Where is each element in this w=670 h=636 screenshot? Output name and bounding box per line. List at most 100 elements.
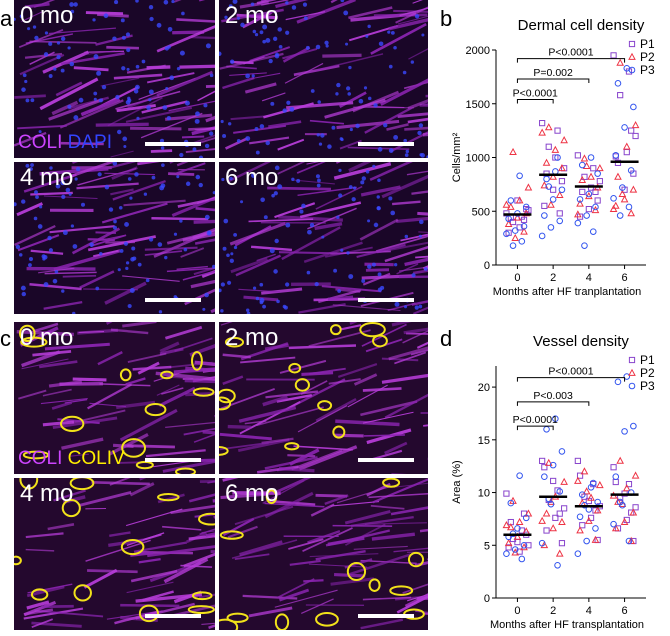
data-point [510,243,516,249]
data-point [517,173,523,179]
data-point [597,165,603,171]
data-point [624,150,629,155]
data-point [629,128,634,133]
significance-bracket [517,99,553,103]
x-axis-label: Months after HF tranplantation [493,286,642,298]
series-P3 [504,374,637,568]
y-tick-label: 2000 [466,45,490,57]
chart-title: Dermal cell density [518,17,645,34]
data-point [559,519,565,525]
chart-title: Vessel density [533,333,629,350]
data-point [580,189,585,194]
data-point [559,541,564,546]
data-point [611,465,616,470]
data-point [595,198,600,203]
data-point [546,124,552,130]
data-point [510,149,516,155]
data-point [544,176,550,182]
data-point [557,218,563,224]
data-point [615,379,621,385]
y-axis-label: Area (%) [451,460,463,503]
micrograph-c-4mo: 4 mo [14,478,215,630]
data-point [540,121,545,126]
x-tick-label: 2 [550,605,556,617]
data-point [575,551,581,557]
data-point [539,233,545,239]
data-point [613,479,618,484]
legend-label: P2 [640,50,655,64]
significance-bracket [517,402,588,406]
data-point [555,128,560,133]
data-point [622,429,628,435]
data-point [539,518,545,524]
y-tick-label: 5 [484,540,490,552]
data-point [540,458,545,463]
scale-bar [145,458,201,462]
micrograph-label: 2 mo [225,2,278,30]
significance-bracket [517,378,624,382]
micrograph-c-2mo: 2 mo [219,322,428,474]
micrograph-label: 6 mo [225,480,278,508]
data-point [618,93,623,98]
legend-marker [629,41,634,46]
significance-label: P<0.0001 [513,414,558,426]
data-point [615,81,621,87]
y-tick-label: 500 [472,206,490,218]
data-point [559,187,565,193]
data-point [544,426,550,432]
data-point [633,122,639,128]
micrograph-label: 0 mo [20,324,73,352]
scale-bar [145,298,201,302]
micrograph-label: 4 mo [20,480,73,508]
data-point [544,160,550,166]
x-tick-label: 2 [550,272,556,284]
data-point [544,510,550,516]
data-point [611,196,617,202]
data-point [544,528,549,533]
y-tick-label: 10 [478,488,490,500]
data-point [581,468,587,474]
legend-marker [629,383,635,389]
y-tick-label: 0 [484,260,490,272]
data-point [581,155,587,161]
data-point [611,53,616,58]
data-point [525,184,531,190]
legend-label: P2 [640,366,655,380]
x-tick-label: 6 [622,272,628,284]
legend-marker [629,54,635,60]
data-point [617,213,623,219]
data-point [631,104,637,110]
x-axis-label: Months after HF transplantation [490,619,644,631]
significance-bracket [517,79,588,83]
data-point [562,506,567,511]
y-tick-label: 0 [484,593,490,605]
stain-dapi-label: DAPI [68,132,112,153]
data-point [622,125,628,131]
scale-bar [358,142,414,146]
data-point [626,204,632,210]
scale-bar [358,458,414,462]
data-point [622,196,628,202]
data-point [619,191,625,197]
data-point [588,174,594,180]
legend-label: P1 [640,353,655,367]
panel-letter-c: c [0,326,11,352]
x-tick-label: 4 [586,272,592,284]
significance-label: P<0.0001 [548,366,593,378]
series-P2 [503,458,638,556]
legend-label: P3 [640,63,655,77]
data-point [559,179,564,184]
data-point [504,551,510,557]
data-point [597,179,602,184]
micrograph-label: 0 mo [20,2,73,30]
data-point [508,198,514,204]
micrograph-label: 2 mo [225,324,278,352]
data-point [519,239,525,245]
micrograph-c-0mo: 0 mo COLI COLIV [14,322,215,474]
data-point [617,458,623,464]
legend-marker [629,370,635,376]
scale-bar [145,142,201,146]
